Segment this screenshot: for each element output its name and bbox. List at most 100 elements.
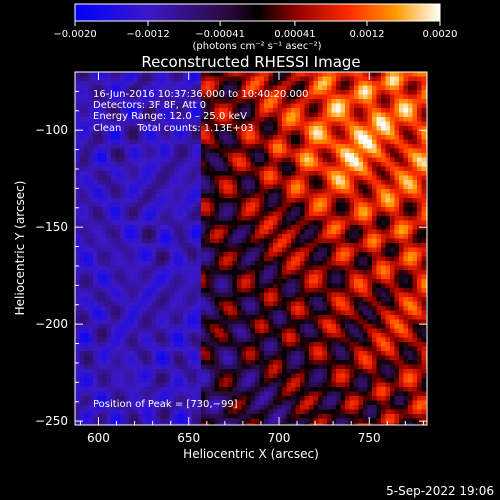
heatmap-cell [255, 346, 260, 352]
heatmap-cell [138, 171, 143, 176]
heatmap-cell [372, 130, 377, 136]
heatmap-cell [250, 256, 256, 262]
heatmap-cell [412, 126, 418, 131]
heatmap-cell [277, 189, 283, 194]
heatmap-cell [97, 180, 103, 185]
heatmap-cell [399, 342, 404, 347]
heatmap-cell [327, 216, 332, 221]
heatmap-cell [79, 279, 85, 284]
heatmap-cell [84, 207, 89, 212]
heatmap-cell [309, 175, 314, 181]
heatmap-cell [385, 324, 391, 329]
heatmap-cell [318, 279, 323, 284]
heatmap-cell [232, 279, 238, 284]
heatmap-cell [286, 130, 292, 136]
heatmap-cell [295, 310, 301, 316]
heatmap-cell [237, 274, 242, 280]
heatmap-cell [354, 306, 359, 311]
heatmap-cell [327, 319, 332, 325]
heatmap-cell [345, 175, 350, 181]
heatmap-cell [412, 148, 418, 154]
heatmap-cell [183, 342, 188, 347]
heatmap-cell [394, 162, 400, 167]
heatmap-cell [295, 270, 301, 275]
heatmap-cell [178, 342, 184, 347]
heatmap-cell [241, 162, 247, 167]
heatmap-cell [259, 81, 265, 86]
heatmap-cell [286, 184, 292, 190]
heatmap-cell [327, 207, 332, 212]
heatmap-cell [88, 220, 94, 226]
heatmap-cell [75, 337, 80, 343]
heatmap-cell [340, 166, 346, 172]
heatmap-cell [219, 265, 224, 271]
heatmap-cell [192, 130, 197, 136]
heatmap-cell [286, 283, 292, 289]
heatmap-cell [210, 283, 215, 289]
heatmap-cell [102, 108, 107, 113]
heatmap-cell [129, 117, 134, 122]
heatmap-cell [88, 351, 94, 356]
heatmap-cell [214, 328, 220, 334]
heatmap-cell [358, 243, 364, 248]
heatmap-cell [142, 207, 148, 212]
heatmap-cell [349, 315, 355, 320]
heatmap-cell [273, 135, 278, 140]
heatmap-cell [174, 126, 179, 131]
heatmap-cell [255, 274, 260, 280]
heatmap-cell [376, 139, 382, 145]
heatmap-cell [178, 301, 184, 307]
heatmap-cell [97, 157, 103, 163]
heatmap-cell [142, 229, 148, 235]
heatmap-cell [75, 99, 80, 104]
heatmap-cell [241, 319, 247, 325]
heatmap-cell [219, 328, 224, 334]
heatmap-cell [237, 189, 242, 194]
heatmap-cell [223, 342, 229, 347]
heatmap-cell [363, 144, 368, 149]
heatmap-cell [376, 135, 382, 140]
heatmap-cell [394, 252, 400, 257]
heatmap-cell [147, 238, 152, 244]
heatmap-cell [88, 279, 94, 284]
heatmap-cell [129, 94, 134, 100]
heatmap-cell [250, 202, 256, 208]
heatmap-cell [75, 279, 80, 284]
heatmap-cell [237, 175, 242, 181]
heatmap-cell [259, 193, 265, 199]
heatmap-cell [385, 229, 391, 235]
heatmap-cell [147, 211, 152, 217]
heatmap-cell [232, 238, 238, 244]
heatmap-cell [120, 225, 125, 230]
heatmap-cell [241, 351, 247, 356]
heatmap-cell [273, 310, 278, 316]
heatmap-cell [246, 292, 251, 298]
heatmap-cell [331, 193, 337, 199]
heatmap-cell [363, 189, 368, 194]
heatmap-cell [178, 346, 184, 352]
heatmap-cell [255, 297, 260, 302]
heatmap-cell [93, 130, 98, 136]
heatmap-cell [111, 301, 116, 307]
heatmap-cell [345, 76, 350, 82]
heatmap-cell [169, 157, 175, 163]
heatmap-cell [318, 81, 323, 86]
heatmap-cell [421, 144, 427, 149]
heatmap-cell [358, 351, 364, 356]
heatmap-cell [358, 234, 364, 239]
heatmap-cell [322, 175, 328, 181]
heatmap-cell [232, 229, 238, 235]
heatmap-cell [345, 256, 350, 262]
heatmap-cell [88, 126, 94, 131]
heatmap-cell [349, 207, 355, 212]
heatmap-cell [97, 126, 103, 131]
heatmap-cell [106, 166, 112, 172]
heatmap-cell [340, 225, 346, 230]
heatmap-cell [327, 175, 332, 181]
heatmap-cell [381, 333, 386, 338]
heatmap-cell [115, 72, 121, 77]
heatmap-cell [115, 135, 121, 140]
heatmap-cell [84, 283, 89, 289]
heatmap-cell [160, 81, 166, 86]
heatmap-cell [138, 117, 143, 122]
